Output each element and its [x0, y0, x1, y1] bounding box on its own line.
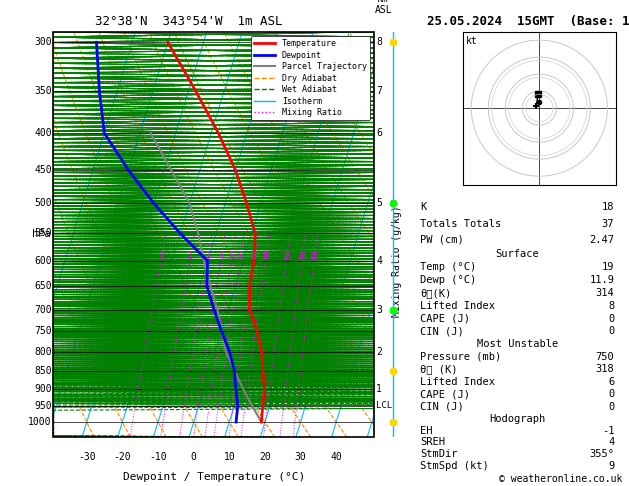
- Text: 355°: 355°: [589, 449, 615, 459]
- Text: θᴄ(K): θᴄ(K): [420, 288, 452, 298]
- Text: 19: 19: [602, 262, 615, 272]
- Text: 8: 8: [608, 301, 615, 311]
- Text: km
ASL: km ASL: [374, 0, 392, 16]
- Text: Temp (°C): Temp (°C): [420, 262, 477, 272]
- Text: 30: 30: [295, 451, 306, 462]
- Text: 11.9: 11.9: [589, 275, 615, 285]
- Text: 1: 1: [159, 252, 164, 261]
- Text: LCL: LCL: [376, 401, 392, 410]
- Text: 4: 4: [608, 437, 615, 447]
- Text: 2: 2: [187, 252, 192, 261]
- Text: hPa: hPa: [31, 229, 50, 240]
- Text: 40: 40: [330, 451, 342, 462]
- Text: Surface: Surface: [496, 249, 539, 260]
- Text: 800: 800: [34, 347, 52, 357]
- Text: 8: 8: [376, 37, 382, 47]
- Text: 550: 550: [34, 228, 52, 239]
- Text: 20: 20: [259, 451, 271, 462]
- Text: 750: 750: [596, 351, 615, 362]
- Text: -30: -30: [78, 451, 96, 462]
- Text: 750: 750: [34, 326, 52, 336]
- Text: 5: 5: [376, 198, 382, 208]
- Text: CIN (J): CIN (J): [420, 326, 464, 336]
- Text: 37: 37: [602, 219, 615, 228]
- Text: 600: 600: [34, 256, 52, 266]
- Text: Lifted Index: Lifted Index: [420, 377, 496, 387]
- Text: CAPE (J): CAPE (J): [420, 313, 470, 324]
- Text: 0: 0: [608, 326, 615, 336]
- Text: Dewpoint / Temperature (°C): Dewpoint / Temperature (°C): [123, 472, 305, 482]
- Text: 7: 7: [376, 86, 382, 96]
- Text: © weatheronline.co.uk: © weatheronline.co.uk: [499, 473, 623, 484]
- Text: 0: 0: [191, 451, 197, 462]
- Text: 300: 300: [34, 37, 52, 47]
- Text: 25: 25: [309, 252, 319, 261]
- Text: 10: 10: [223, 451, 235, 462]
- Text: Dewp (°C): Dewp (°C): [420, 275, 477, 285]
- Text: 3: 3: [206, 252, 210, 261]
- Text: 350: 350: [34, 86, 52, 96]
- Text: Hodograph: Hodograph: [489, 414, 545, 424]
- Text: 1: 1: [376, 384, 382, 394]
- Text: 3: 3: [376, 305, 382, 314]
- Text: 314: 314: [596, 288, 615, 298]
- Text: 15: 15: [282, 252, 291, 261]
- Text: -10: -10: [149, 451, 167, 462]
- Text: 4: 4: [376, 256, 382, 266]
- Text: K: K: [420, 202, 426, 212]
- Text: StmDir: StmDir: [420, 449, 458, 459]
- Text: -1: -1: [602, 426, 615, 435]
- Text: 318: 318: [596, 364, 615, 374]
- Text: 850: 850: [34, 366, 52, 376]
- Text: Mixing Ratio (g/kg): Mixing Ratio (g/kg): [392, 205, 403, 317]
- Text: kt: kt: [466, 36, 477, 46]
- Text: 500: 500: [34, 198, 52, 208]
- Text: 700: 700: [34, 305, 52, 314]
- Text: θᴄ (K): θᴄ (K): [420, 364, 458, 374]
- Text: -20: -20: [114, 451, 131, 462]
- Text: CIN (J): CIN (J): [420, 402, 464, 412]
- Text: 950: 950: [34, 401, 52, 411]
- Text: 0: 0: [608, 402, 615, 412]
- Text: 20: 20: [297, 252, 306, 261]
- Text: 5: 5: [229, 252, 233, 261]
- Text: 1000: 1000: [28, 417, 52, 427]
- Text: Most Unstable: Most Unstable: [477, 339, 558, 349]
- Text: 400: 400: [34, 128, 52, 138]
- Text: 650: 650: [34, 281, 52, 291]
- Text: 0: 0: [608, 389, 615, 399]
- Text: 6: 6: [376, 128, 382, 138]
- Text: 900: 900: [34, 384, 52, 394]
- Text: 2: 2: [376, 347, 382, 357]
- Text: SREH: SREH: [420, 437, 445, 447]
- Legend: Temperature, Dewpoint, Parcel Trajectory, Dry Adiabat, Wet Adiabat, Isotherm, Mi: Temperature, Dewpoint, Parcel Trajectory…: [251, 36, 370, 121]
- Text: 10: 10: [261, 252, 270, 261]
- Text: 4: 4: [218, 252, 223, 261]
- Text: PW (cm): PW (cm): [420, 235, 464, 245]
- Text: 2.47: 2.47: [589, 235, 615, 245]
- Text: Pressure (mb): Pressure (mb): [420, 351, 502, 362]
- Text: 25.05.2024  15GMT  (Base: 18): 25.05.2024 15GMT (Base: 18): [428, 15, 629, 28]
- Text: 6: 6: [608, 377, 615, 387]
- Text: 18: 18: [602, 202, 615, 212]
- Text: EH: EH: [420, 426, 433, 435]
- Text: CAPE (J): CAPE (J): [420, 389, 470, 399]
- Text: 450: 450: [34, 165, 52, 175]
- Text: 8: 8: [252, 252, 257, 261]
- Text: Totals Totals: Totals Totals: [420, 219, 502, 228]
- Text: 32°38'N  343°54'W  1m ASL: 32°38'N 343°54'W 1m ASL: [95, 15, 282, 28]
- Text: StmSpd (kt): StmSpd (kt): [420, 461, 489, 470]
- Text: Lifted Index: Lifted Index: [420, 301, 496, 311]
- Text: 9: 9: [608, 461, 615, 470]
- Text: 0: 0: [608, 313, 615, 324]
- Text: 6: 6: [238, 252, 242, 261]
